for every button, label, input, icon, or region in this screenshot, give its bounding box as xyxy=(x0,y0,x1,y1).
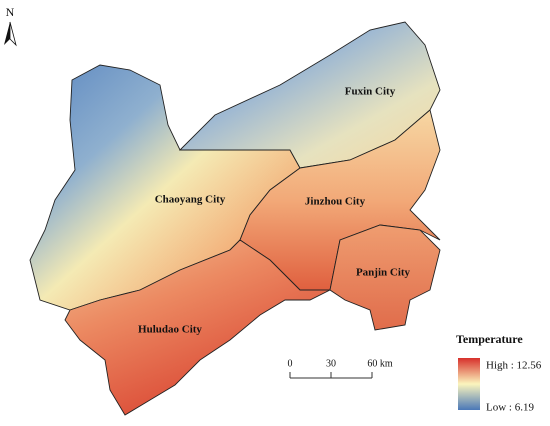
panjin-region xyxy=(329,224,441,331)
city-label: Chaoyang City xyxy=(155,194,226,206)
legend-ramp xyxy=(458,358,480,410)
north-label: N xyxy=(6,5,15,19)
legend-high: High : 12.56 xyxy=(486,360,542,372)
scale-label: 30 xyxy=(326,358,336,369)
city-label: Huludao City xyxy=(138,324,202,336)
legend-title: Temperature xyxy=(456,332,523,346)
city-label: Panjin City xyxy=(356,267,411,279)
scale-bar: 0 30 60 km xyxy=(288,358,393,379)
north-arrow: N xyxy=(4,5,17,47)
huludao-region xyxy=(64,239,331,416)
scale-label: 0 xyxy=(288,358,293,369)
city-label: Jinzhou City xyxy=(305,196,366,208)
legend-low: Low : 6.19 xyxy=(486,402,534,414)
scale-label: 60 km xyxy=(367,358,393,369)
city-label: Fuxin City xyxy=(345,86,396,98)
legend: Temperature High : 12.56 Low : 6.19 xyxy=(456,332,542,414)
